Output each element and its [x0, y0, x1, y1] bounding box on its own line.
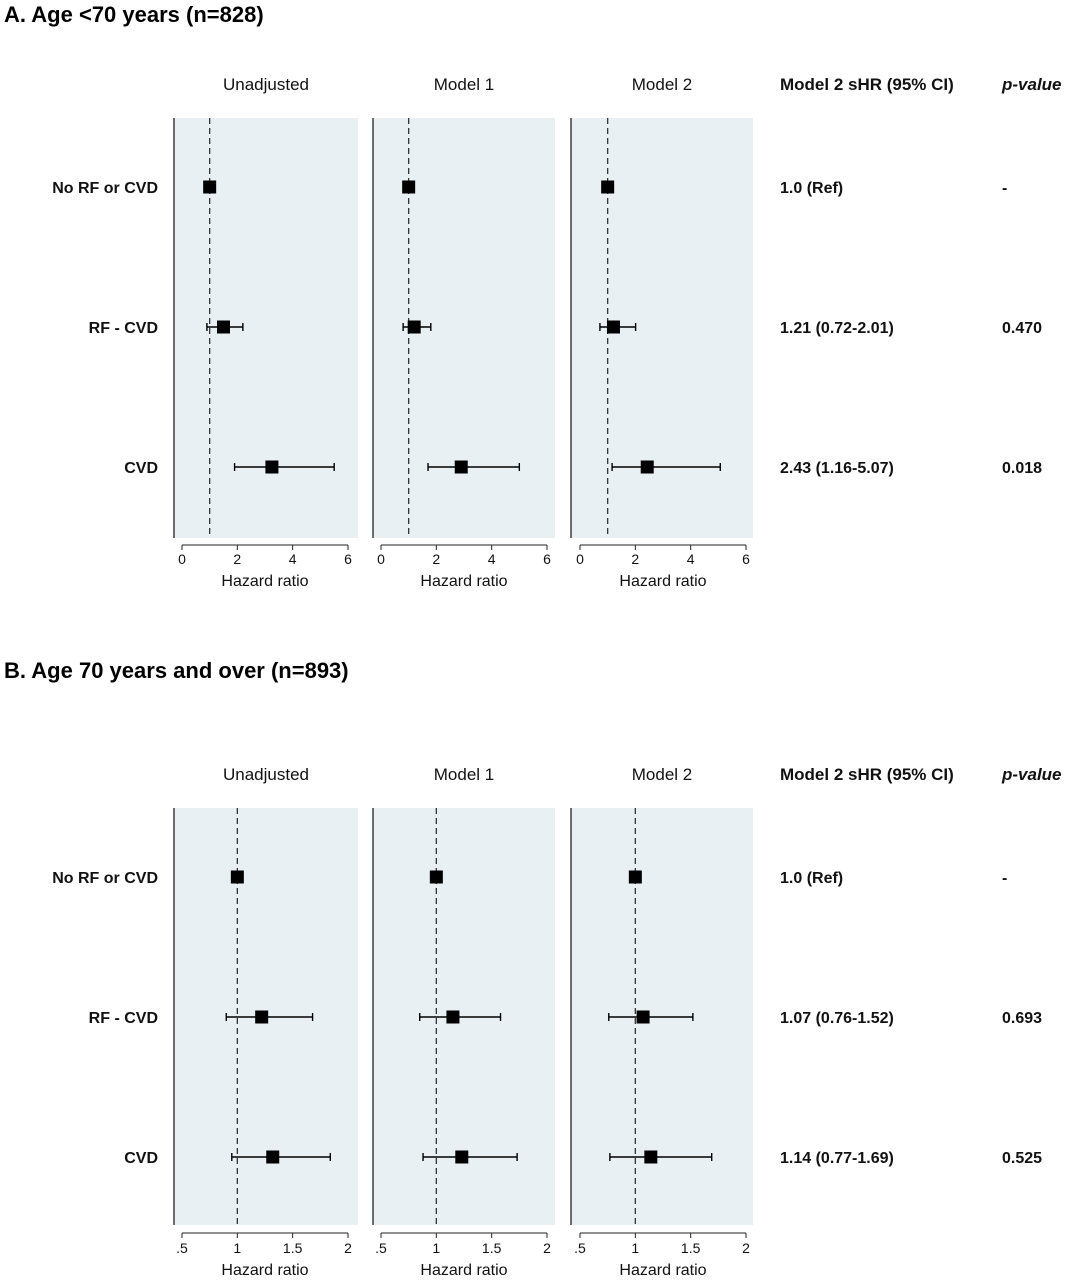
point-estimate: [203, 180, 217, 194]
x-tick-label: 0: [377, 551, 385, 567]
pvalue-header: p-value: [1001, 765, 1062, 784]
panel-title: Model 2: [632, 75, 692, 94]
section-b-title: B. Age 70 years and over (n=893): [4, 658, 349, 683]
x-tick-label: 0: [178, 551, 186, 567]
point-estimate: [644, 1150, 658, 1164]
pvalue-value: 0.018: [1002, 460, 1042, 477]
panel-title: Model 1: [434, 765, 494, 784]
x-axis-label: Hazard ratio: [221, 1262, 308, 1279]
estimate-value: 1.07 (0.76-1.52): [780, 1010, 894, 1027]
point-estimate: [601, 180, 615, 194]
point-estimate: [606, 320, 620, 334]
pvalue-value: 0.525: [1002, 1150, 1042, 1167]
point-estimate: [266, 1150, 280, 1164]
pvalue-value: -: [1002, 870, 1007, 887]
x-tick-label: 6: [344, 551, 352, 567]
x-tick-label: 1.5: [283, 1240, 303, 1256]
point-estimate: [265, 460, 279, 474]
x-axis-label: Hazard ratio: [420, 1262, 507, 1279]
estimate-value: 1.0 (Ref): [780, 180, 843, 197]
x-axis-label: Hazard ratio: [619, 573, 706, 590]
x-tick-label: 1.5: [681, 1240, 701, 1256]
estimate-header: Model 2 sHR (95% CI): [780, 75, 954, 94]
estimate-header: Model 2 sHR (95% CI): [780, 765, 954, 784]
point-estimate: [640, 460, 654, 474]
section-a-title: A. Age <70 years (n=828): [4, 2, 264, 27]
pvalue-value: -: [1002, 180, 1007, 197]
pvalue-value: 0.470: [1002, 320, 1042, 337]
panel-title: Unadjusted: [223, 75, 309, 94]
x-tick-label: 2: [344, 1240, 352, 1256]
x-tick-label: 2: [631, 551, 639, 567]
panel-title: Model 1: [434, 75, 494, 94]
x-axis-label: Hazard ratio: [619, 1262, 706, 1279]
estimate-value: 2.43 (1.16-5.07): [780, 460, 894, 477]
point-estimate: [628, 870, 642, 884]
panel-title: Unadjusted: [223, 765, 309, 784]
x-tick-label: 1: [432, 1240, 440, 1256]
panel-background: [174, 118, 358, 538]
row-label: CVD: [124, 460, 158, 477]
row-label: No RF or CVD: [52, 870, 158, 887]
point-estimate: [407, 320, 421, 334]
estimate-value: 1.14 (0.77-1.69): [780, 1150, 894, 1167]
x-tick-label: .5: [375, 1240, 387, 1256]
x-tick-label: .5: [176, 1240, 188, 1256]
x-axis-label: Hazard ratio: [420, 573, 507, 590]
panel-title: Model 2: [632, 765, 692, 784]
x-tick-label: 2: [742, 1240, 750, 1256]
row-label: No RF or CVD: [52, 180, 158, 197]
point-estimate: [446, 1010, 460, 1024]
x-tick-label: 4: [488, 551, 496, 567]
forest-plot-a: Model 2 sHR (95% CI) p-value No RF or CVD 1…: [52, 75, 1062, 590]
row-label: RF - CVD: [89, 1010, 158, 1027]
estimate-value: 1.21 (0.72-2.01): [780, 320, 894, 337]
estimate-value: 1.0 (Ref): [780, 870, 843, 887]
x-axis-label: Hazard ratio: [221, 573, 308, 590]
point-estimate: [230, 870, 244, 884]
forest-plot-b: Model 2 sHR (95% CI) p-value No RF or CVD 1…: [52, 765, 1062, 1279]
point-estimate: [429, 870, 443, 884]
x-tick-label: 2: [233, 551, 241, 567]
x-tick-label: .5: [574, 1240, 586, 1256]
point-estimate: [636, 1010, 650, 1024]
pvalue-value: 0.693: [1002, 1010, 1042, 1027]
point-estimate: [217, 320, 230, 334]
pvalue-header: p-value: [1001, 75, 1062, 94]
panel-background: [571, 118, 753, 538]
x-tick-label: 1.5: [482, 1240, 502, 1256]
x-tick-label: 2: [543, 1240, 551, 1256]
x-tick-label: 2: [432, 551, 440, 567]
point-estimate: [402, 180, 416, 194]
x-tick-label: 1: [631, 1240, 639, 1256]
point-estimate: [455, 1150, 469, 1164]
x-tick-label: 0: [576, 551, 584, 567]
point-estimate: [255, 1010, 269, 1024]
x-tick-label: 6: [543, 551, 551, 567]
panel-background: [373, 118, 555, 538]
x-tick-label: 4: [289, 551, 297, 567]
point-estimate: [454, 460, 468, 474]
row-label: RF - CVD: [89, 320, 158, 337]
row-label: CVD: [124, 1150, 158, 1167]
x-tick-label: 1: [233, 1240, 241, 1256]
x-tick-label: 4: [687, 551, 695, 567]
x-tick-label: 6: [742, 551, 750, 567]
